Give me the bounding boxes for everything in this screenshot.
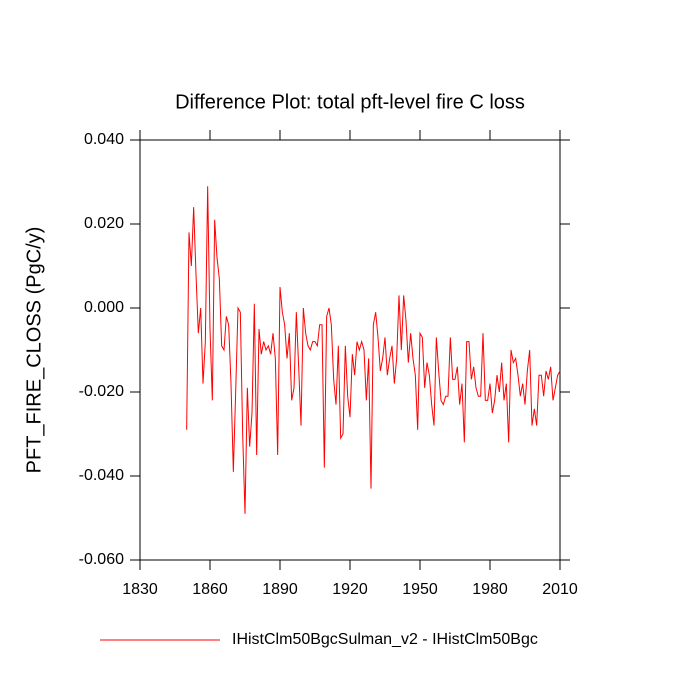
x-tick-label: 2010 [542, 581, 578, 598]
data-line [186, 186, 561, 514]
y-tick-label: 0.020 [84, 215, 124, 232]
legend-label: IHistClm50BgcSulman_v2 - IHistClm50Bgc [232, 631, 538, 648]
x-tick-label: 1890 [262, 581, 298, 598]
plot-frame [139, 139, 561, 561]
y-tick-label: -0.040 [79, 467, 124, 484]
chart-title: Difference Plot: total pft-level fire C … [175, 91, 525, 113]
y-tick-label: -0.020 [79, 383, 124, 400]
x-tick-label: 1950 [402, 581, 438, 598]
x-tick-label: 1830 [122, 581, 158, 598]
y-tick-label: 0.000 [84, 299, 124, 316]
x-tick-label: 1860 [192, 581, 228, 598]
x-tick-label: 1920 [332, 581, 368, 598]
y-axis-label: PFT_FIRE_CLOSS (PgC/y) [23, 227, 45, 474]
y-tick-label: -0.060 [79, 551, 124, 568]
x-tick-label: 1980 [472, 581, 508, 598]
y-tick-label: 0.040 [84, 131, 124, 148]
